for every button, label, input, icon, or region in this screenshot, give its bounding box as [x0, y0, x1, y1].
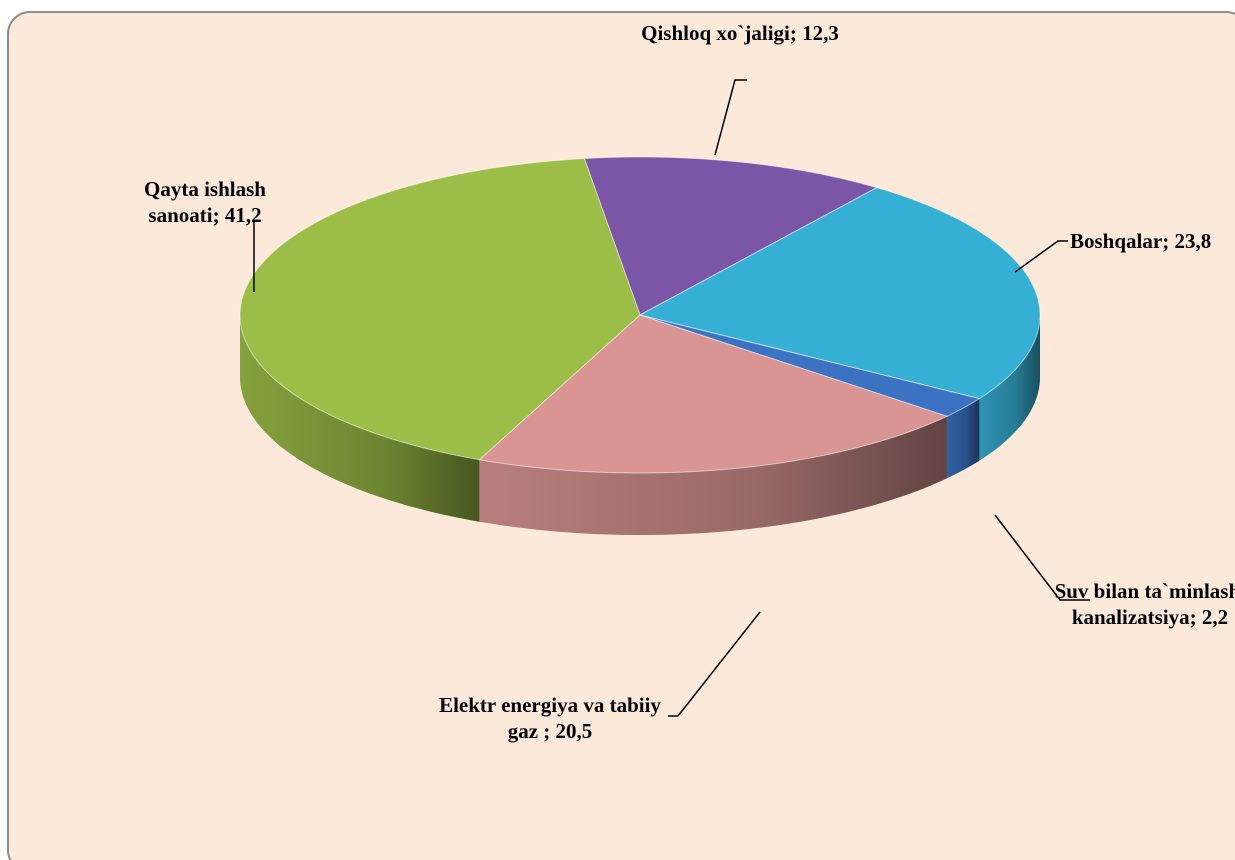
data-label: Qayta ishlash sanoati; 41,2 [110, 176, 300, 228]
pie-tops [239, 156, 1041, 474]
slice-side-shade [479, 416, 947, 535]
data-label: Boshqalar; 23,8 [1070, 228, 1235, 254]
label-value: 41,2 [224, 203, 262, 227]
slice-side-shade [979, 315, 1040, 461]
label-category: Suv bilan ta`minlash, kanalizatsiya; [1054, 579, 1235, 629]
pie-sides [240, 315, 1040, 535]
label-category: Qishloq xo`jaligi; [641, 21, 797, 45]
label-category: Elektr energiya va tabiiy gaz ; [439, 693, 661, 743]
leader-lines [253, 79, 1090, 717]
label-value: 20,5 [555, 719, 593, 743]
data-label: Qishloq xo`jaligi; 12,3 [640, 20, 840, 46]
slice [638, 187, 1041, 400]
slice-side-shade [946, 398, 980, 479]
label-category: Boshqalar; [1070, 229, 1170, 253]
label-category: Qayta ishlash sanoati; [144, 177, 266, 227]
data-label: Suv bilan ta`minlash, kanalizatsiya; 2,2 [1050, 578, 1235, 630]
slice [239, 158, 641, 461]
slice [639, 314, 981, 417]
slice-side-shade [240, 315, 480, 522]
slice [583, 156, 879, 316]
label-value: 2,2 [1201, 605, 1229, 629]
label-value: 23,8 [1174, 229, 1212, 253]
data-label: Elektr energiya va tabiiy gaz ; 20,5 [425, 692, 675, 744]
label-value: 12,3 [802, 21, 839, 45]
